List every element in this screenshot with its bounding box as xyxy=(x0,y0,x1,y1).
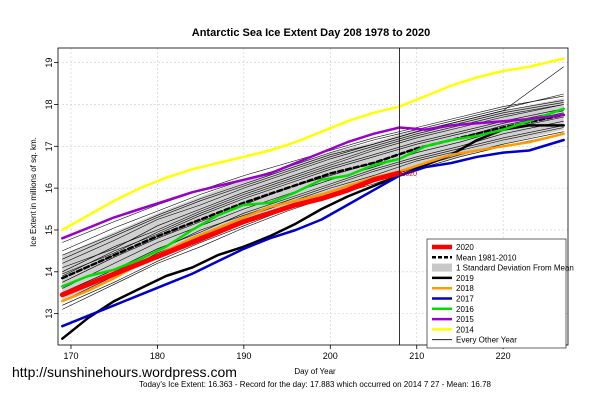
footer-stats: Today's Ice Extent: 16.363 - Record for … xyxy=(139,380,492,389)
y-tick-label: 14 xyxy=(44,267,54,277)
series-line-2017 xyxy=(61,138,565,328)
current-day-layer: 2020 xyxy=(399,48,417,345)
other-year-line xyxy=(62,110,564,277)
legend-label: 2018 xyxy=(456,284,474,293)
legend-label: 2016 xyxy=(456,305,474,314)
other-year-line xyxy=(62,104,564,273)
legend-label: 1 Standard Deviation From Mean xyxy=(456,264,574,273)
legend-label: Mean 1981-2010 xyxy=(456,253,517,262)
x-tick-label: 200 xyxy=(323,351,338,361)
legend-label: 2015 xyxy=(456,315,474,324)
current-value-label: 2020 xyxy=(401,171,417,178)
series-line-mean-1981-2010 xyxy=(61,113,565,280)
legend-label: 2014 xyxy=(456,325,474,334)
legend-label: 2020 xyxy=(456,243,474,252)
x-tick-label: 210 xyxy=(409,351,424,361)
legend-label: 2017 xyxy=(456,295,474,304)
y-tick-label: 18 xyxy=(44,99,54,109)
watermark-url: http://sunshinehours.wordpress.com xyxy=(12,364,237,380)
y-axis-label: Ice Extent in millions of sq. km. xyxy=(29,137,38,247)
x-tick-label: 170 xyxy=(63,351,78,361)
series-line-2019 xyxy=(61,124,565,340)
chart-title: Antarctic Sea Ice Extent Day 208 1978 to… xyxy=(192,27,430,39)
legend-label: Every Other Year xyxy=(456,336,517,345)
x-tick-label: 220 xyxy=(496,351,511,361)
x-tick-label: 180 xyxy=(150,351,165,361)
y-tick-label: 19 xyxy=(44,58,54,68)
series-line-2016 xyxy=(61,107,565,288)
y-tick-label: 13 xyxy=(44,309,54,319)
series-layer xyxy=(59,57,565,340)
y-axis-ticks: 13 14 15 16 17 18 19 xyxy=(44,58,58,319)
x-tick-label: 190 xyxy=(236,351,251,361)
other-year-line xyxy=(62,102,564,264)
x-axis-label: Day of Year xyxy=(294,367,336,376)
x-axis-ticks: 170 180 190 200 210 220 xyxy=(63,345,511,361)
other-year-line xyxy=(62,120,564,293)
y-tick-label: 17 xyxy=(44,141,54,151)
y-tick-label: 16 xyxy=(44,183,54,193)
series-line-2014 xyxy=(61,57,565,232)
y-tick-label: 15 xyxy=(44,225,54,235)
legend-label: 2019 xyxy=(456,274,474,283)
plot-frame xyxy=(57,47,569,346)
legend-swatch xyxy=(432,263,452,272)
series-line-2015 xyxy=(61,113,565,240)
other-year-line xyxy=(62,108,564,275)
series-line-2020 xyxy=(59,170,402,298)
other-year-line xyxy=(62,93,564,252)
other-year-line xyxy=(62,66,564,260)
